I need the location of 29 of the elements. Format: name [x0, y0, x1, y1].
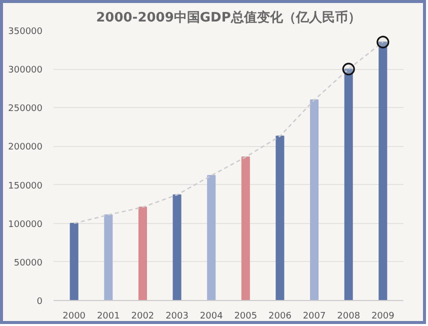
- bar: [70, 222, 78, 300]
- x-tick-label: 2002: [131, 312, 154, 322]
- y-tick-label: 300000: [8, 66, 43, 76]
- x-tick-label: 2005: [234, 312, 258, 322]
- bar: [172, 194, 182, 300]
- x-tick-label: 2003: [166, 312, 188, 322]
- bar: [276, 136, 284, 300]
- x-tick-label: 2000: [62, 312, 86, 322]
- bar: [104, 214, 113, 300]
- x-tick-label: 2009: [371, 312, 395, 322]
- y-tick-label: 50000: [14, 258, 43, 268]
- x-tick-label: 2004: [200, 312, 224, 322]
- y-tick-label: 200000: [8, 142, 43, 153]
- x-tick-label: 2006: [268, 312, 292, 322]
- x-tick-label: 2001: [96, 312, 120, 322]
- bar: [344, 68, 353, 300]
- chart-title: 2000-2009中国GDP总值变化（亿人民币）: [96, 10, 361, 26]
- y-tick-label: 150000: [8, 181, 43, 192]
- bar: [310, 99, 319, 300]
- x-tick-label: 2007: [302, 312, 326, 322]
- y-tick-label: 250000: [8, 104, 43, 114]
- y-tick-label: 100000: [8, 220, 43, 230]
- x-tick-label: 2008: [337, 312, 360, 322]
- bar: [378, 42, 388, 300]
- y-tick-label: 350000: [8, 27, 43, 37]
- bar: [138, 206, 147, 300]
- bar: [207, 175, 216, 300]
- y-tick-label: 0: [36, 297, 43, 307]
- bar: [241, 156, 250, 300]
